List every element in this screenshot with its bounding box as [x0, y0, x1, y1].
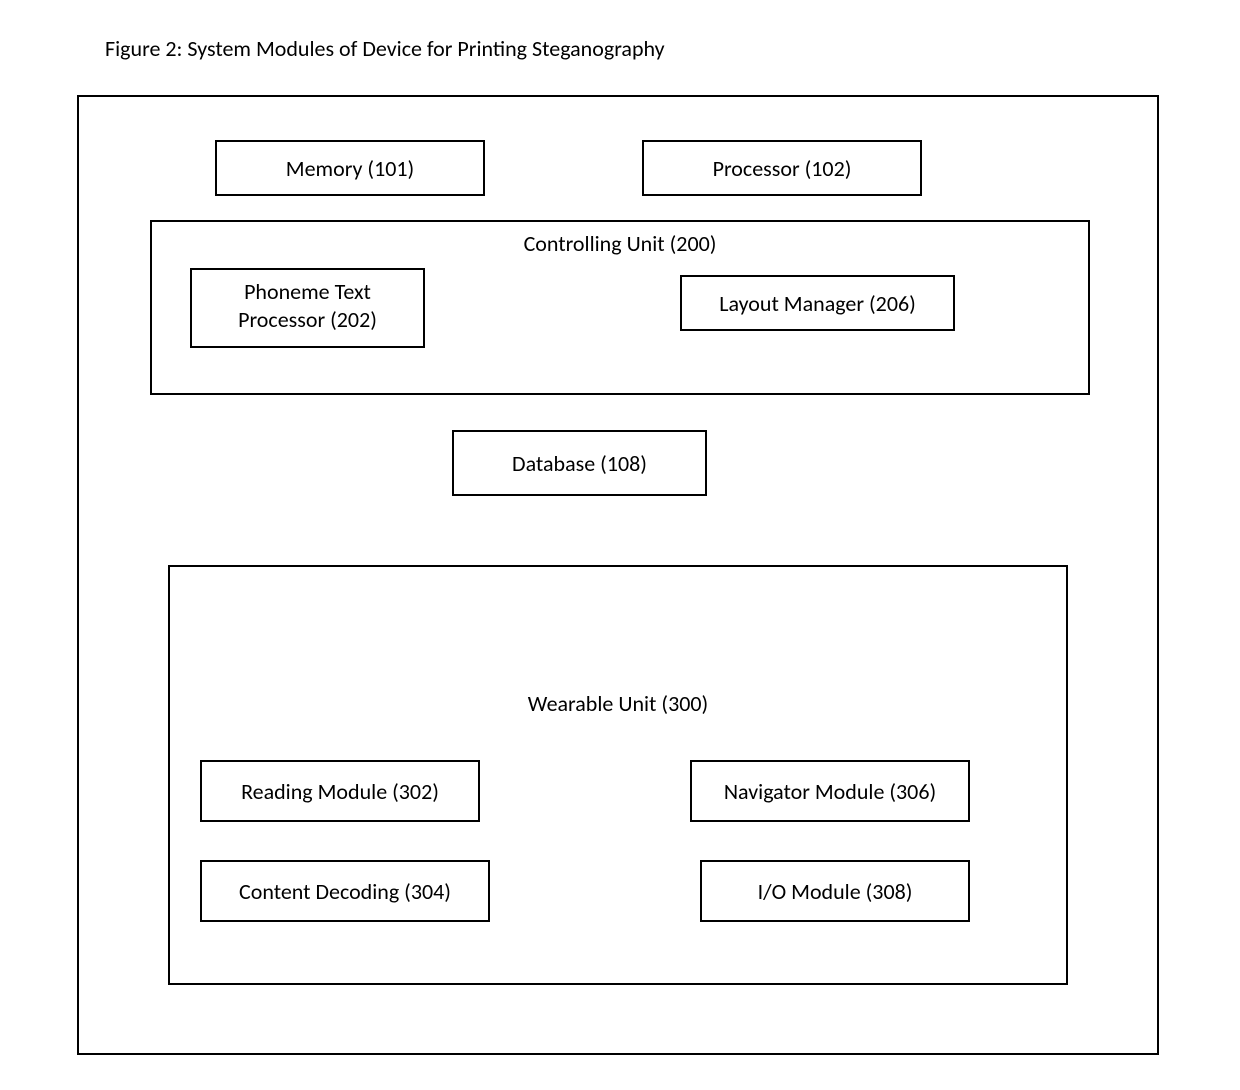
phoneme-processor-label: Phoneme Text Processor (202) — [190, 278, 425, 333]
reading-module-label: Reading Module (302) — [200, 778, 480, 806]
controlling-unit-label: Controlling Unit (200) — [150, 230, 1090, 258]
wearable-unit-label: Wearable Unit (300) — [168, 690, 1068, 718]
database-label: Database (108) — [452, 450, 707, 478]
layout-manager-label: Layout Manager (206) — [680, 290, 955, 318]
io-module-label: I/O Module (308) — [700, 878, 970, 906]
content-decoding-label: Content Decoding (304) — [200, 878, 490, 906]
navigator-module-label: Navigator Module (306) — [690, 778, 970, 806]
memory-label: Memory (101) — [215, 155, 485, 183]
processor-label: Processor (102) — [642, 155, 922, 183]
figure-caption: Figure 2: System Modules of Device for P… — [105, 35, 665, 62]
